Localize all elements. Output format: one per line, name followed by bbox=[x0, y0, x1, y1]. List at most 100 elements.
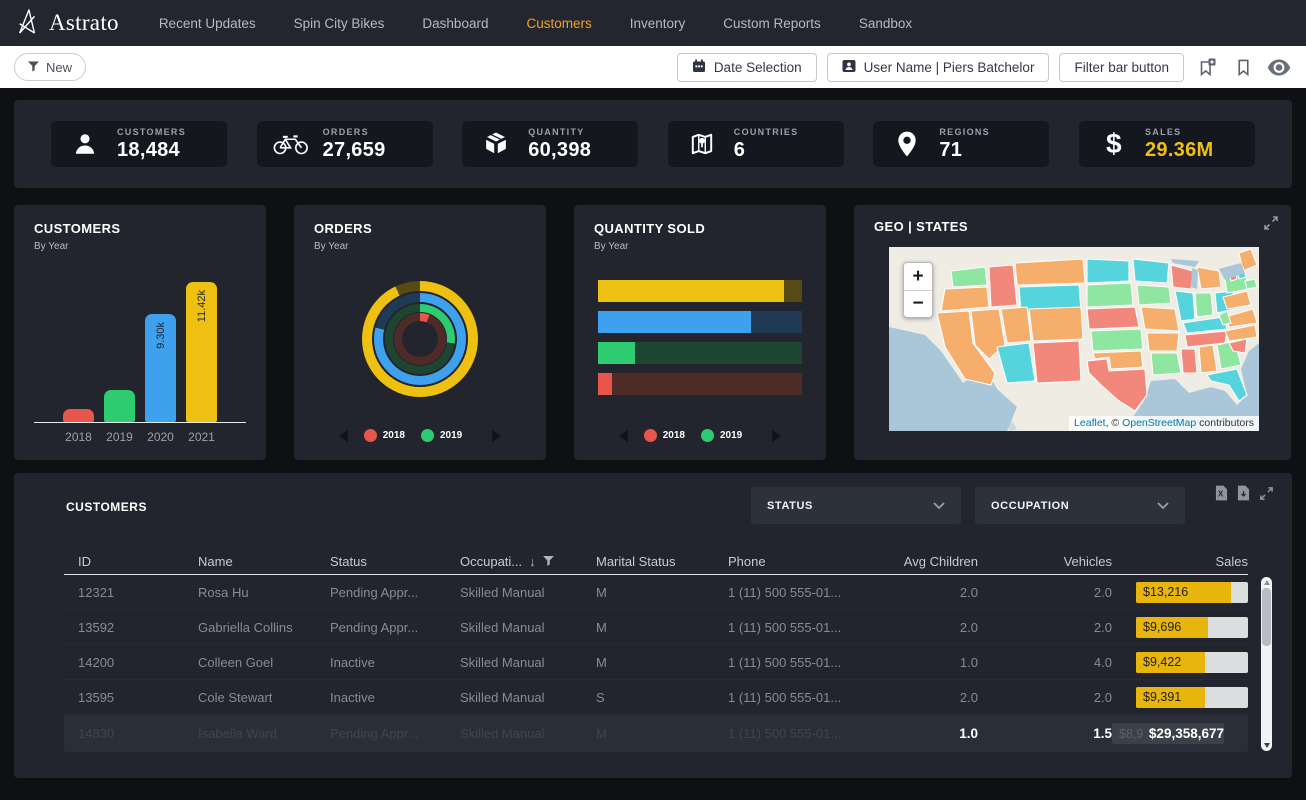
nav-item-customers[interactable]: Customers bbox=[526, 16, 591, 31]
zoom-out-button[interactable]: − bbox=[904, 290, 932, 317]
col-header-marital-status[interactable]: Marital Status bbox=[596, 554, 728, 569]
nav-item-spin-city-bikes[interactable]: Spin City Bikes bbox=[294, 16, 385, 31]
cell-name: Rosa Hu bbox=[198, 575, 330, 609]
new-filter-pill[interactable]: New bbox=[14, 53, 86, 81]
faded-cell-name: Isabella Ward bbox=[198, 715, 330, 752]
table-scrollbar[interactable] bbox=[1261, 577, 1272, 751]
cell-vehicles: 2.0 bbox=[978, 610, 1112, 644]
table-row[interactable]: 14200 Colleen Goel Inactive Skilled Manu… bbox=[64, 645, 1248, 680]
kpi-strip: CUSTOMERS 18,484 ORDERS 27,659 QUANTITY … bbox=[14, 100, 1292, 188]
bar-2018[interactable] bbox=[63, 409, 94, 422]
hbar-2018[interactable] bbox=[598, 373, 802, 395]
cell-sales: $9,422 bbox=[1136, 655, 1181, 669]
export-file-icon[interactable] bbox=[1237, 485, 1250, 506]
col-header-id[interactable]: ID bbox=[64, 554, 198, 569]
expand-icon[interactable] bbox=[1259, 486, 1274, 506]
panel-geo-states: GEO | STATES bbox=[854, 205, 1291, 460]
scroll-up-icon[interactable] bbox=[1264, 580, 1270, 585]
hbar-2020[interactable] bbox=[598, 311, 802, 333]
kpi-value: 60,398 bbox=[528, 139, 591, 162]
cell-occupation: Skilled Manual bbox=[460, 645, 596, 679]
zoom-in-button[interactable]: + bbox=[904, 263, 932, 290]
kpi-value: 29.36M bbox=[1145, 139, 1214, 162]
leaflet-link[interactable]: Leaflet bbox=[1074, 417, 1106, 429]
table-header-row: ID Name Status Occupati... ↓ Marital Sta… bbox=[64, 548, 1248, 575]
us-states-map bbox=[889, 247, 1259, 431]
eye-icon[interactable] bbox=[1266, 54, 1292, 80]
col-header-vehicles[interactable]: Vehicles bbox=[978, 554, 1112, 569]
export-excel-icon[interactable]: X bbox=[1215, 485, 1228, 506]
filter-label: OCCUPATION bbox=[991, 500, 1069, 512]
legend-prev-arrow-icon[interactable] bbox=[339, 430, 348, 442]
expand-icon[interactable] bbox=[1263, 215, 1279, 236]
hbar-fill bbox=[598, 311, 751, 333]
bookmark-add-icon[interactable] bbox=[1194, 54, 1220, 80]
sales-bar: $9,422 bbox=[1136, 652, 1248, 673]
legend-next-arrow-icon[interactable] bbox=[492, 430, 501, 442]
chevron-down-icon bbox=[933, 497, 945, 515]
legend-item-2018[interactable]: 2018 bbox=[644, 429, 685, 442]
occupation-filter-dropdown[interactable]: OCCUPATION bbox=[975, 487, 1185, 524]
col-header-phone[interactable]: Phone bbox=[728, 554, 878, 569]
astrato-logo[interactable]: Astrato bbox=[16, 7, 119, 40]
toolbar: New Date Selection User Name | Piers Bat… bbox=[0, 46, 1306, 88]
x-tick-2019: 2019 bbox=[104, 430, 135, 444]
col-header-name[interactable]: Name bbox=[198, 554, 330, 569]
bar-2020[interactable]: 9.30k bbox=[145, 314, 176, 422]
cell-sales: $9,696 bbox=[1136, 620, 1181, 634]
table-row[interactable]: 12321 Rosa Hu Pending Appr... Skilled Ma… bbox=[64, 575, 1248, 610]
top-nav: Astrato Recent Updates Spin City Bikes D… bbox=[0, 0, 1306, 46]
panel-customers-by-year: CUSTOMERS By Year 9.30k 11.42k 2018 2019… bbox=[14, 205, 266, 460]
table-row[interactable]: 13595 Cole Stewart Inactive Skilled Manu… bbox=[64, 680, 1248, 715]
col-header-status[interactable]: Status bbox=[330, 554, 460, 569]
column-filter-icon[interactable] bbox=[543, 554, 554, 569]
legend-next-arrow-icon[interactable] bbox=[772, 430, 781, 442]
dollar-icon: $ bbox=[1094, 129, 1132, 159]
scrollbar-thumb[interactable] bbox=[1262, 588, 1271, 646]
kpi-label: ORDERS bbox=[323, 127, 386, 137]
scroll-down-icon[interactable] bbox=[1264, 743, 1270, 748]
nav-item-sandbox[interactable]: Sandbox bbox=[859, 16, 912, 31]
col-header-occupation[interactable]: Occupati... ↓ bbox=[460, 554, 596, 569]
legend-dot-2019 bbox=[701, 429, 714, 442]
filter-bar-button[interactable]: Filter bar button bbox=[1059, 53, 1184, 82]
bar-2021[interactable]: 11.42k bbox=[186, 282, 217, 422]
col-header-avg-children[interactable]: Avg Children bbox=[878, 554, 978, 569]
bar-2019[interactable] bbox=[104, 390, 135, 422]
legend-label: 2018 bbox=[663, 430, 685, 441]
kpi-value: 18,484 bbox=[117, 139, 186, 162]
nav-item-dashboard[interactable]: Dashboard bbox=[422, 16, 488, 31]
table-actions: X bbox=[1215, 485, 1274, 506]
openstreetmap-link[interactable]: OpenStreetMap bbox=[1122, 417, 1196, 429]
legend-prev-arrow-icon[interactable] bbox=[619, 430, 628, 442]
bookmark-icon[interactable] bbox=[1230, 54, 1256, 80]
date-selection-button[interactable]: Date Selection bbox=[677, 53, 817, 82]
bar-area: 9.30k 11.42k bbox=[34, 282, 246, 423]
legend: 2018 2019 bbox=[594, 421, 806, 444]
hbar-2021[interactable] bbox=[598, 280, 802, 302]
kpi-label: REGIONS bbox=[939, 127, 990, 137]
kpi-quantity: QUANTITY 60,398 bbox=[462, 121, 638, 167]
nav-item-recent-updates[interactable]: Recent Updates bbox=[159, 16, 256, 31]
sort-desc-icon[interactable]: ↓ bbox=[529, 554, 536, 569]
bicycle-icon bbox=[272, 131, 310, 157]
nav-item-custom-reports[interactable]: Custom Reports bbox=[723, 16, 821, 31]
nav-menu: Recent Updates Spin City Bikes Dashboard… bbox=[159, 16, 912, 31]
cell-occupation: Skilled Manual bbox=[460, 610, 596, 644]
user-button[interactable]: User Name | Piers Batchelor bbox=[827, 53, 1050, 82]
table-row[interactable]: 13592 Gabriella Collins Pending Appr... … bbox=[64, 610, 1248, 645]
customers-table-card: CUSTOMERS STATUS OCCUPATION X ID Name St… bbox=[14, 473, 1292, 778]
hbar-2019[interactable] bbox=[598, 342, 802, 364]
cell-vehicles: 4.0 bbox=[978, 645, 1112, 679]
kpi-orders: ORDERS 27,659 bbox=[257, 121, 433, 167]
legend-item-2018[interactable]: 2018 bbox=[364, 429, 405, 442]
leaflet-map[interactable]: + − Leaflet, © OpenStreetMap contributor… bbox=[889, 247, 1259, 431]
col-header-sales[interactable]: Sales bbox=[1112, 554, 1248, 569]
legend-item-2019[interactable]: 2019 bbox=[421, 429, 462, 442]
nav-item-inventory[interactable]: Inventory bbox=[630, 16, 686, 31]
chevron-down-icon bbox=[1157, 497, 1169, 515]
status-filter-dropdown[interactable]: STATUS bbox=[751, 487, 961, 524]
x-axis-labels: 2018 2019 2020 2021 bbox=[34, 423, 246, 444]
hbar-fill bbox=[598, 280, 784, 302]
legend-item-2019[interactable]: 2019 bbox=[701, 429, 742, 442]
